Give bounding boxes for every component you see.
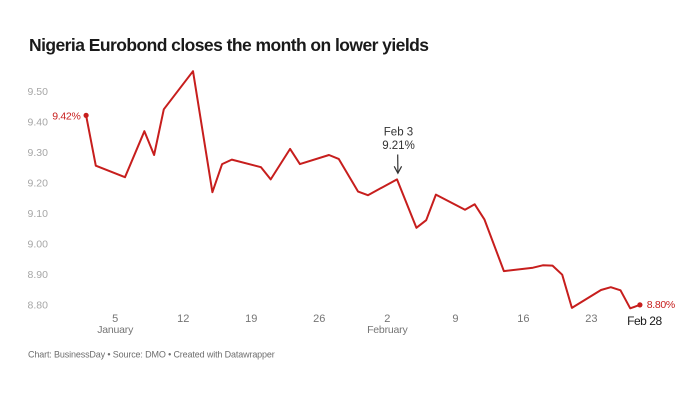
- svg-text:February: February: [367, 324, 408, 336]
- svg-text:26: 26: [313, 313, 325, 325]
- svg-text:Chart: BusinessDay • Source: D: Chart: BusinessDay • Source: DMO • Creat…: [28, 349, 275, 359]
- svg-text:8.90: 8.90: [28, 269, 49, 281]
- svg-text:January: January: [97, 324, 134, 336]
- svg-text:9.00: 9.00: [28, 238, 49, 250]
- svg-text:9: 9: [452, 313, 458, 325]
- svg-text:19: 19: [245, 313, 257, 325]
- svg-text:9.30: 9.30: [28, 147, 49, 159]
- svg-text:Nigeria Eurobond closes the mo: Nigeria Eurobond closes the month on low…: [29, 35, 429, 55]
- svg-text:Feb 28: Feb 28: [627, 314, 662, 328]
- svg-text:2: 2: [384, 313, 390, 325]
- svg-text:9.42%: 9.42%: [52, 110, 80, 122]
- svg-text:5: 5: [112, 313, 118, 325]
- svg-text:8.80%: 8.80%: [647, 299, 675, 311]
- svg-text:9.50: 9.50: [28, 86, 49, 98]
- svg-text:12: 12: [177, 313, 189, 325]
- svg-text:8.80: 8.80: [28, 299, 49, 311]
- svg-text:23: 23: [585, 313, 597, 325]
- svg-text:9.20: 9.20: [28, 177, 49, 189]
- svg-text:9.40: 9.40: [28, 117, 49, 129]
- svg-text:Feb 3: Feb 3: [384, 127, 413, 139]
- svg-text:16: 16: [517, 313, 529, 325]
- svg-text:9.10: 9.10: [28, 208, 49, 220]
- svg-text:9.21%: 9.21%: [382, 140, 415, 152]
